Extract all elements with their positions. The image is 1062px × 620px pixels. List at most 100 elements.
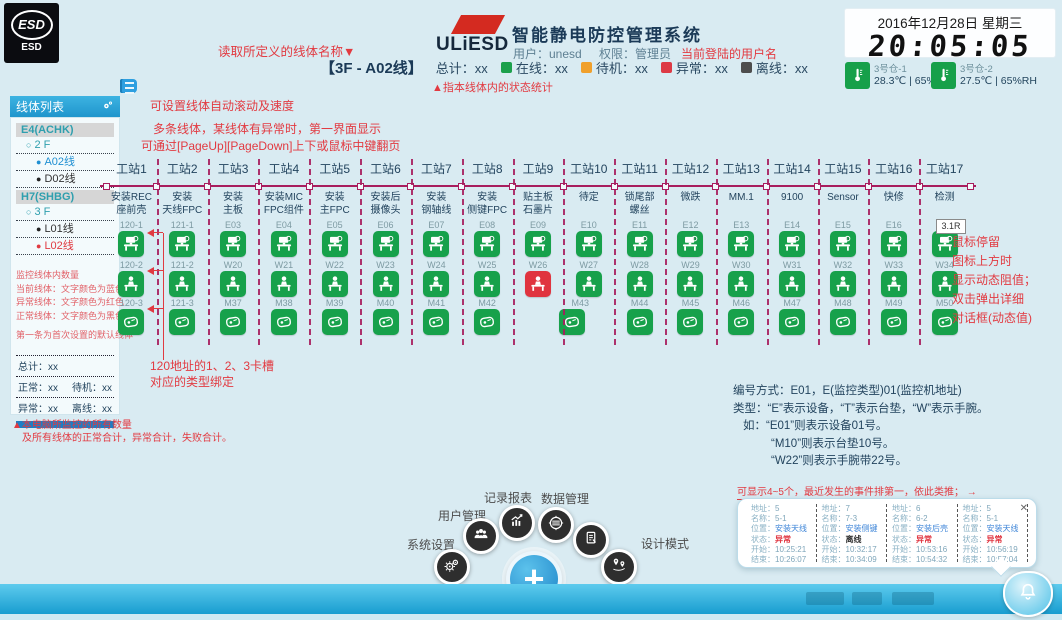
station-monitor-icon[interactable] <box>270 231 297 257</box>
mat-glove-icon[interactable] <box>779 309 806 335</box>
alarm-bell-button[interactable] <box>1003 571 1053 617</box>
station-monitor-icon[interactable] <box>169 231 196 257</box>
device-id: W34 <box>935 260 954 270</box>
device-id: M48 <box>834 298 852 308</box>
wrist-strap-icon[interactable] <box>169 271 196 297</box>
line-node <box>966 183 974 190</box>
station-monitor-icon[interactable] <box>474 231 501 257</box>
station-task: 安装 主板 <box>223 192 244 216</box>
station-separator <box>360 159 363 345</box>
station-monitor-icon[interactable] <box>829 231 856 257</box>
station-monitor-icon[interactable] <box>779 231 806 257</box>
mat-glove-icon[interactable] <box>372 309 399 335</box>
mat-glove-icon[interactable] <box>474 309 501 335</box>
wrist-strap-icon[interactable] <box>575 271 602 297</box>
wrist-strap-icon[interactable] <box>423 271 450 297</box>
device-id: M45 <box>681 298 700 308</box>
station-monitor-icon[interactable] <box>372 231 399 257</box>
mat-glove-icon[interactable] <box>677 309 704 335</box>
thermometer-icon <box>845 62 870 89</box>
line-group-header[interactable]: H7(SHBG) <box>16 190 114 204</box>
mat-glove-icon[interactable] <box>321 309 348 335</box>
mat-glove-icon[interactable] <box>931 309 958 335</box>
sidebar-item-line-a02[interactable]: ● A02线 <box>16 154 114 171</box>
mat-glove-icon[interactable] <box>423 309 450 335</box>
wrist-strap-icon[interactable] <box>118 271 145 297</box>
mat-glove-icon[interactable] <box>728 309 755 335</box>
mat-glove-icon[interactable] <box>626 309 653 335</box>
event-card: 地址：5 名称：5-1 位置：安装天线 状态：异常 开始：10:25:21 结束：10:2… <box>746 504 817 564</box>
sidebar-item-floor-2f[interactable]: ○ 2 F <box>16 137 114 154</box>
system-settings-button[interactable] <box>434 549 470 585</box>
station-monitor-icon[interactable] <box>677 231 704 257</box>
esd-logo-text: ESD <box>10 10 53 40</box>
station-monitor-icon[interactable] <box>423 231 450 257</box>
device-id: E08 <box>479 220 496 230</box>
taskbar-mark <box>852 592 882 605</box>
device-id: 121-3 <box>170 298 194 308</box>
wrist-strap-icon[interactable] <box>880 271 907 297</box>
document-edit-button[interactable] <box>573 522 609 558</box>
wrist-strap-icon[interactable] <box>677 271 704 297</box>
sidebar-settings-gear-icon[interactable] <box>101 99 114 115</box>
station-monitor-icon[interactable] <box>118 231 145 257</box>
user-role: 权限：管理员 <box>599 47 672 61</box>
wrist-strap-icon[interactable] <box>321 271 348 297</box>
station-task: 安装MIC FPC组件 <box>263 192 304 216</box>
station-monitor-icon[interactable] <box>880 231 907 257</box>
sidebar-item-line-l01[interactable]: ● L01线 <box>16 221 114 238</box>
mat-glove-icon[interactable] <box>558 309 585 335</box>
mat-glove-icon[interactable] <box>829 309 856 335</box>
station-monitor-icon[interactable] <box>931 231 958 257</box>
device-id: M37 <box>224 298 242 308</box>
device-id: 120-3 <box>119 298 143 308</box>
data-management-button[interactable] <box>538 507 574 543</box>
wrist-strap-icon[interactable] <box>270 271 297 297</box>
sidebar-item-line-l02[interactable]: ● L02线 <box>16 238 114 255</box>
mat-glove-icon[interactable] <box>169 309 196 335</box>
station-monitor-icon[interactable] <box>220 231 247 257</box>
wrist-strap-icon[interactable] <box>626 271 653 297</box>
wrist-strap-icon[interactable] <box>220 271 247 297</box>
mat-glove-icon[interactable] <box>118 309 145 335</box>
wrist-strap-icon[interactable] <box>524 271 551 297</box>
device-id: E13 <box>733 220 750 230</box>
wrist-strap-icon[interactable] <box>728 271 755 297</box>
user-management-button[interactable] <box>463 518 499 554</box>
station-monitor-icon[interactable] <box>626 231 653 257</box>
current-line-title: 【3F - A02线】 <box>320 60 423 77</box>
record-reports-button[interactable] <box>499 505 535 541</box>
sidebar-item-line-d02[interactable]: ● D02线 <box>16 171 114 188</box>
mat-glove-icon[interactable] <box>270 309 297 335</box>
taskbar-mark <box>806 592 844 605</box>
design-mode-button[interactable] <box>601 549 637 585</box>
station-separator <box>766 159 769 345</box>
station-monitor-icon[interactable] <box>575 231 602 257</box>
station-monitor-icon[interactable] <box>321 231 348 257</box>
wrist-strap-icon[interactable] <box>372 271 399 297</box>
map-pins-icon <box>610 556 628 579</box>
sidebar-item-floor-3f[interactable]: ○ 3 F <box>16 204 114 221</box>
station-label: 工站17 <box>925 162 964 176</box>
mat-glove-icon[interactable] <box>880 309 907 335</box>
annotation-current-user: 当前登陆的用户名 <box>681 47 778 61</box>
wrist-strap-icon[interactable] <box>779 271 806 297</box>
device-id: W20 <box>223 260 243 270</box>
station-separator <box>156 159 159 345</box>
station-column: 工站15 Sensor E15 W32 M48 <box>818 158 869 346</box>
station-separator <box>258 159 261 345</box>
device-id: 120-1 <box>119 220 143 230</box>
wrist-strap-icon[interactable] <box>829 271 856 297</box>
station-monitor-icon[interactable] <box>524 231 551 257</box>
wrist-strap-icon[interactable] <box>474 271 501 297</box>
wrist-strap-icon[interactable] <box>931 271 958 297</box>
book-icon[interactable] <box>120 79 137 94</box>
close-icon[interactable]: ✕ <box>1019 503 1028 514</box>
add-button[interactable]: + <box>506 551 562 607</box>
mat-glove-icon[interactable] <box>220 309 247 335</box>
device-id: W31 <box>782 260 802 270</box>
line-group-header[interactable]: E4(ACHK) <box>16 123 114 137</box>
station-monitor-icon[interactable] <box>728 231 755 257</box>
sidebar-bottom-bar <box>16 420 114 428</box>
